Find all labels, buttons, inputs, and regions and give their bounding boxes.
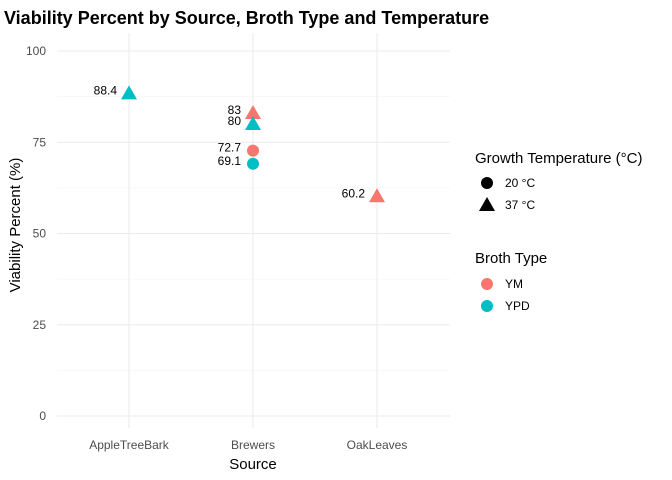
y-tick-label: 100 [26,44,46,58]
data-label: 80 [228,114,242,128]
data-point-circle [247,157,259,170]
data-label: 72.7 [218,141,242,155]
legend-title-temperature: Growth Temperature (°C) [475,150,642,167]
legend-label: 37 °C [505,198,535,212]
legend-key-circle [481,177,493,189]
x-tick-label: AppleTreeBark [89,438,170,452]
y-tick-label: 25 [33,318,47,332]
x-tick-label: OakLeaves [347,438,408,452]
data-point-triangle [369,188,385,203]
y-axis-ticks: 0 25 50 75 100 [26,44,46,423]
data-label: 60.2 [342,186,366,200]
y-tick-label: 75 [33,135,47,149]
legend-title-broth: Broth Type [475,250,547,267]
data-points [121,85,385,203]
y-tick-label: 50 [33,227,47,241]
legend: Growth Temperature (°C) 20 °C 37 °C Broth T… [475,150,642,313]
legend-key-triangle [479,197,495,211]
data-label: 69.1 [218,154,242,168]
x-axis-title: Source [229,456,277,473]
data-label: 83 [228,103,242,117]
legend-label: 20 °C [505,176,535,190]
y-tick-label: 0 [39,409,46,423]
data-label: 88.4 [94,83,118,97]
data-point-circle [247,144,259,157]
chart-title: Viability Percent by Source, Broth Type … [4,8,489,28]
legend-key-color [481,300,493,312]
legend-key-color [481,278,493,290]
x-tick-label: Brewers [231,438,275,452]
data-point-triangle [245,116,261,130]
legend-label: YM [505,277,523,291]
grid [57,33,450,428]
legend-label: YPD [505,299,530,313]
data-point-triangle [245,105,261,120]
data-point-triangle [121,85,137,100]
x-axis-ticks: AppleTreeBark Brewers OakLeaves [89,438,407,452]
y-axis-title: Viability Percent (%) [7,158,24,293]
